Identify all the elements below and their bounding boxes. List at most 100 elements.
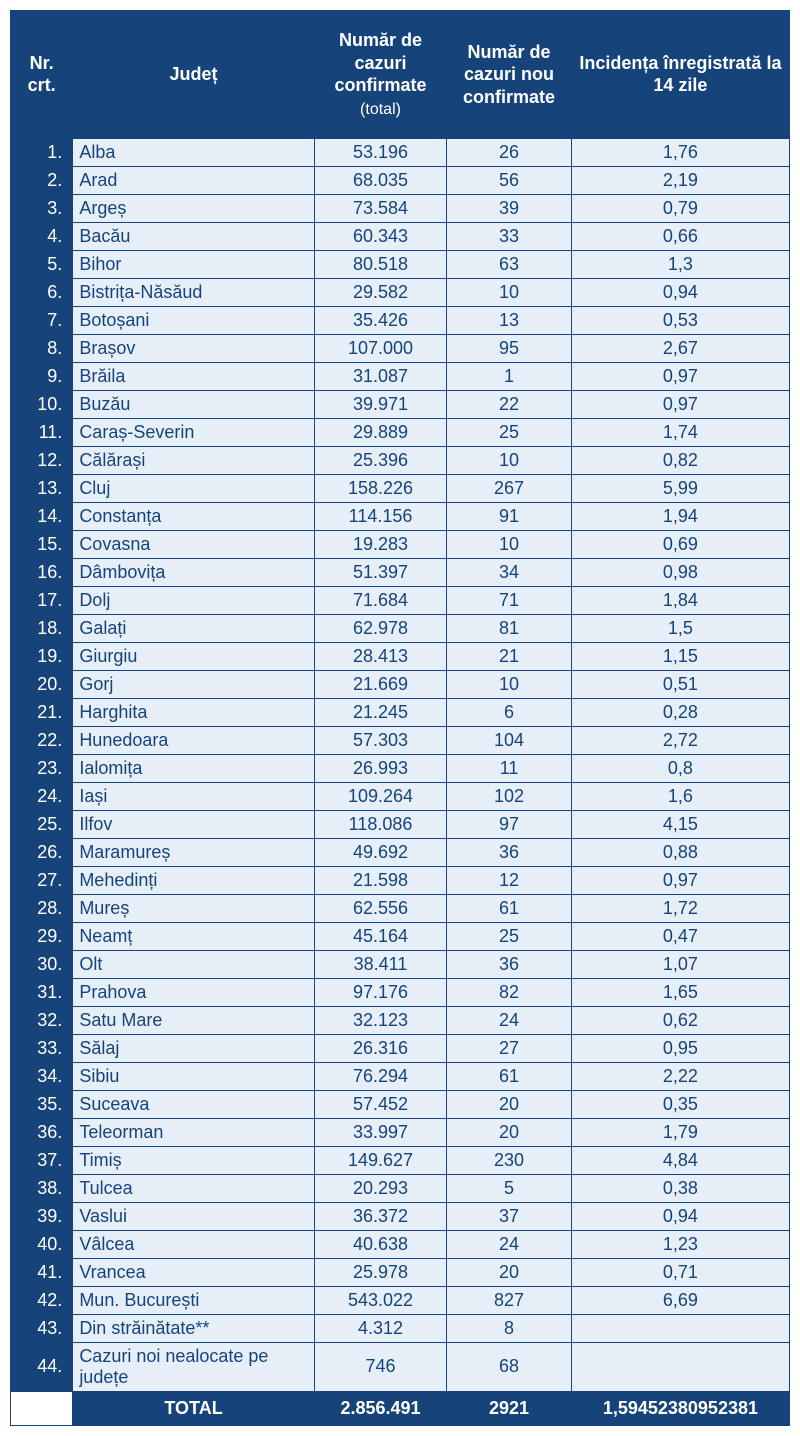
table-row: 6.Bistrița-Năsăud29.582100,94 [11,278,790,306]
total-new: 2921 [447,1391,572,1425]
row-incidence: 1,15 [571,642,789,670]
row-judet: Neamț [73,922,314,950]
row-nr: 23. [11,754,73,782]
row-judet: Iași [73,782,314,810]
row-judet: Bistrița-Năsăud [73,278,314,306]
table-row: 9.Brăila31.08710,97 [11,362,790,390]
table-row: 24.Iași109.2641021,6 [11,782,790,810]
row-nr: 3. [11,194,73,222]
row-total: 29.889 [314,418,446,446]
table-row: 30.Olt38.411361,07 [11,950,790,978]
row-judet: Călărași [73,446,314,474]
row-judet: Prahova [73,978,314,1006]
table-row: 38.Tulcea20.29350,38 [11,1174,790,1202]
row-total: 32.123 [314,1006,446,1034]
row-total: 543.022 [314,1286,446,1314]
row-incidence: 1,94 [571,502,789,530]
row-total: 29.582 [314,278,446,306]
row-new: 95 [447,334,572,362]
row-judet: Cluj [73,474,314,502]
row-nr: 10. [11,390,73,418]
row-nr: 7. [11,306,73,334]
row-judet: Cazuri noi nealocate pe județe [73,1342,314,1391]
row-incidence: 0,97 [571,362,789,390]
row-incidence: 1,3 [571,250,789,278]
total-total: 2.856.491 [314,1391,446,1425]
row-nr: 36. [11,1118,73,1146]
table-row: 15.Covasna19.283100,69 [11,530,790,558]
row-incidence: 1,79 [571,1118,789,1146]
row-new: 10 [447,670,572,698]
row-total: 51.397 [314,558,446,586]
row-judet: Vâlcea [73,1230,314,1258]
row-nr: 15. [11,530,73,558]
table-row: 2.Arad68.035562,19 [11,166,790,194]
row-new: 20 [447,1118,572,1146]
row-judet: Caraș-Severin [73,418,314,446]
table-row: 40.Vâlcea40.638241,23 [11,1230,790,1258]
row-judet: Ialomița [73,754,314,782]
row-nr: 20. [11,670,73,698]
row-new: 63 [447,250,572,278]
table-row: 39.Vaslui36.372370,94 [11,1202,790,1230]
row-total: 31.087 [314,362,446,390]
row-new: 39 [447,194,572,222]
row-incidence: 1,76 [571,138,789,166]
row-total: 107.000 [314,334,446,362]
table-row: 26.Maramureș49.692360,88 [11,838,790,866]
row-new: 102 [447,782,572,810]
table-row: 36.Teleorman33.997201,79 [11,1118,790,1146]
table-row: 21.Harghita21.24560,28 [11,698,790,726]
row-new: 71 [447,586,572,614]
table-row: 33.Sălaj26.316270,95 [11,1034,790,1062]
table-row: 18.Galați62.978811,5 [11,614,790,642]
row-total: 28.413 [314,642,446,670]
row-incidence: 1,74 [571,418,789,446]
row-incidence: 1,65 [571,978,789,1006]
row-new: 33 [447,222,572,250]
row-judet: Vaslui [73,1202,314,1230]
table-row: 10.Buzău39.971220,97 [11,390,790,418]
row-incidence: 5,99 [571,474,789,502]
row-new: 68 [447,1342,572,1391]
row-total: 97.176 [314,978,446,1006]
row-total: 25.396 [314,446,446,474]
row-new: 21 [447,642,572,670]
header-total-line2: (total) [360,101,401,118]
row-incidence: 0,38 [571,1174,789,1202]
row-judet: Constanța [73,502,314,530]
row-total: 57.452 [314,1090,446,1118]
row-incidence: 0,79 [571,194,789,222]
row-total: 76.294 [314,1062,446,1090]
row-incidence: 0,94 [571,278,789,306]
table-row: 5.Bihor80.518631,3 [11,250,790,278]
row-new: 230 [447,1146,572,1174]
row-incidence: 0,62 [571,1006,789,1034]
row-total: 19.283 [314,530,446,558]
row-judet: Brăila [73,362,314,390]
row-incidence: 0,97 [571,390,789,418]
row-new: 37 [447,1202,572,1230]
row-nr: 18. [11,614,73,642]
table-row: 31.Prahova97.176821,65 [11,978,790,1006]
row-judet: Suceava [73,1090,314,1118]
row-nr: 22. [11,726,73,754]
row-new: 22 [447,390,572,418]
row-total: 21.669 [314,670,446,698]
row-incidence: 4,84 [571,1146,789,1174]
total-row: TOTAL 2.856.491 2921 1,59452380952381 [11,1391,790,1425]
row-incidence [571,1314,789,1342]
row-new: 267 [447,474,572,502]
row-nr: 2. [11,166,73,194]
row-total: 4.312 [314,1314,446,1342]
row-new: 10 [447,278,572,306]
row-nr: 42. [11,1286,73,1314]
row-incidence: 1,07 [571,950,789,978]
table-row: 23.Ialomița26.993110,8 [11,754,790,782]
row-nr: 37. [11,1146,73,1174]
row-nr: 24. [11,782,73,810]
table-row: 19.Giurgiu28.413211,15 [11,642,790,670]
total-incidence: 1,59452380952381 [571,1391,789,1425]
row-nr: 9. [11,362,73,390]
row-judet: Harghita [73,698,314,726]
